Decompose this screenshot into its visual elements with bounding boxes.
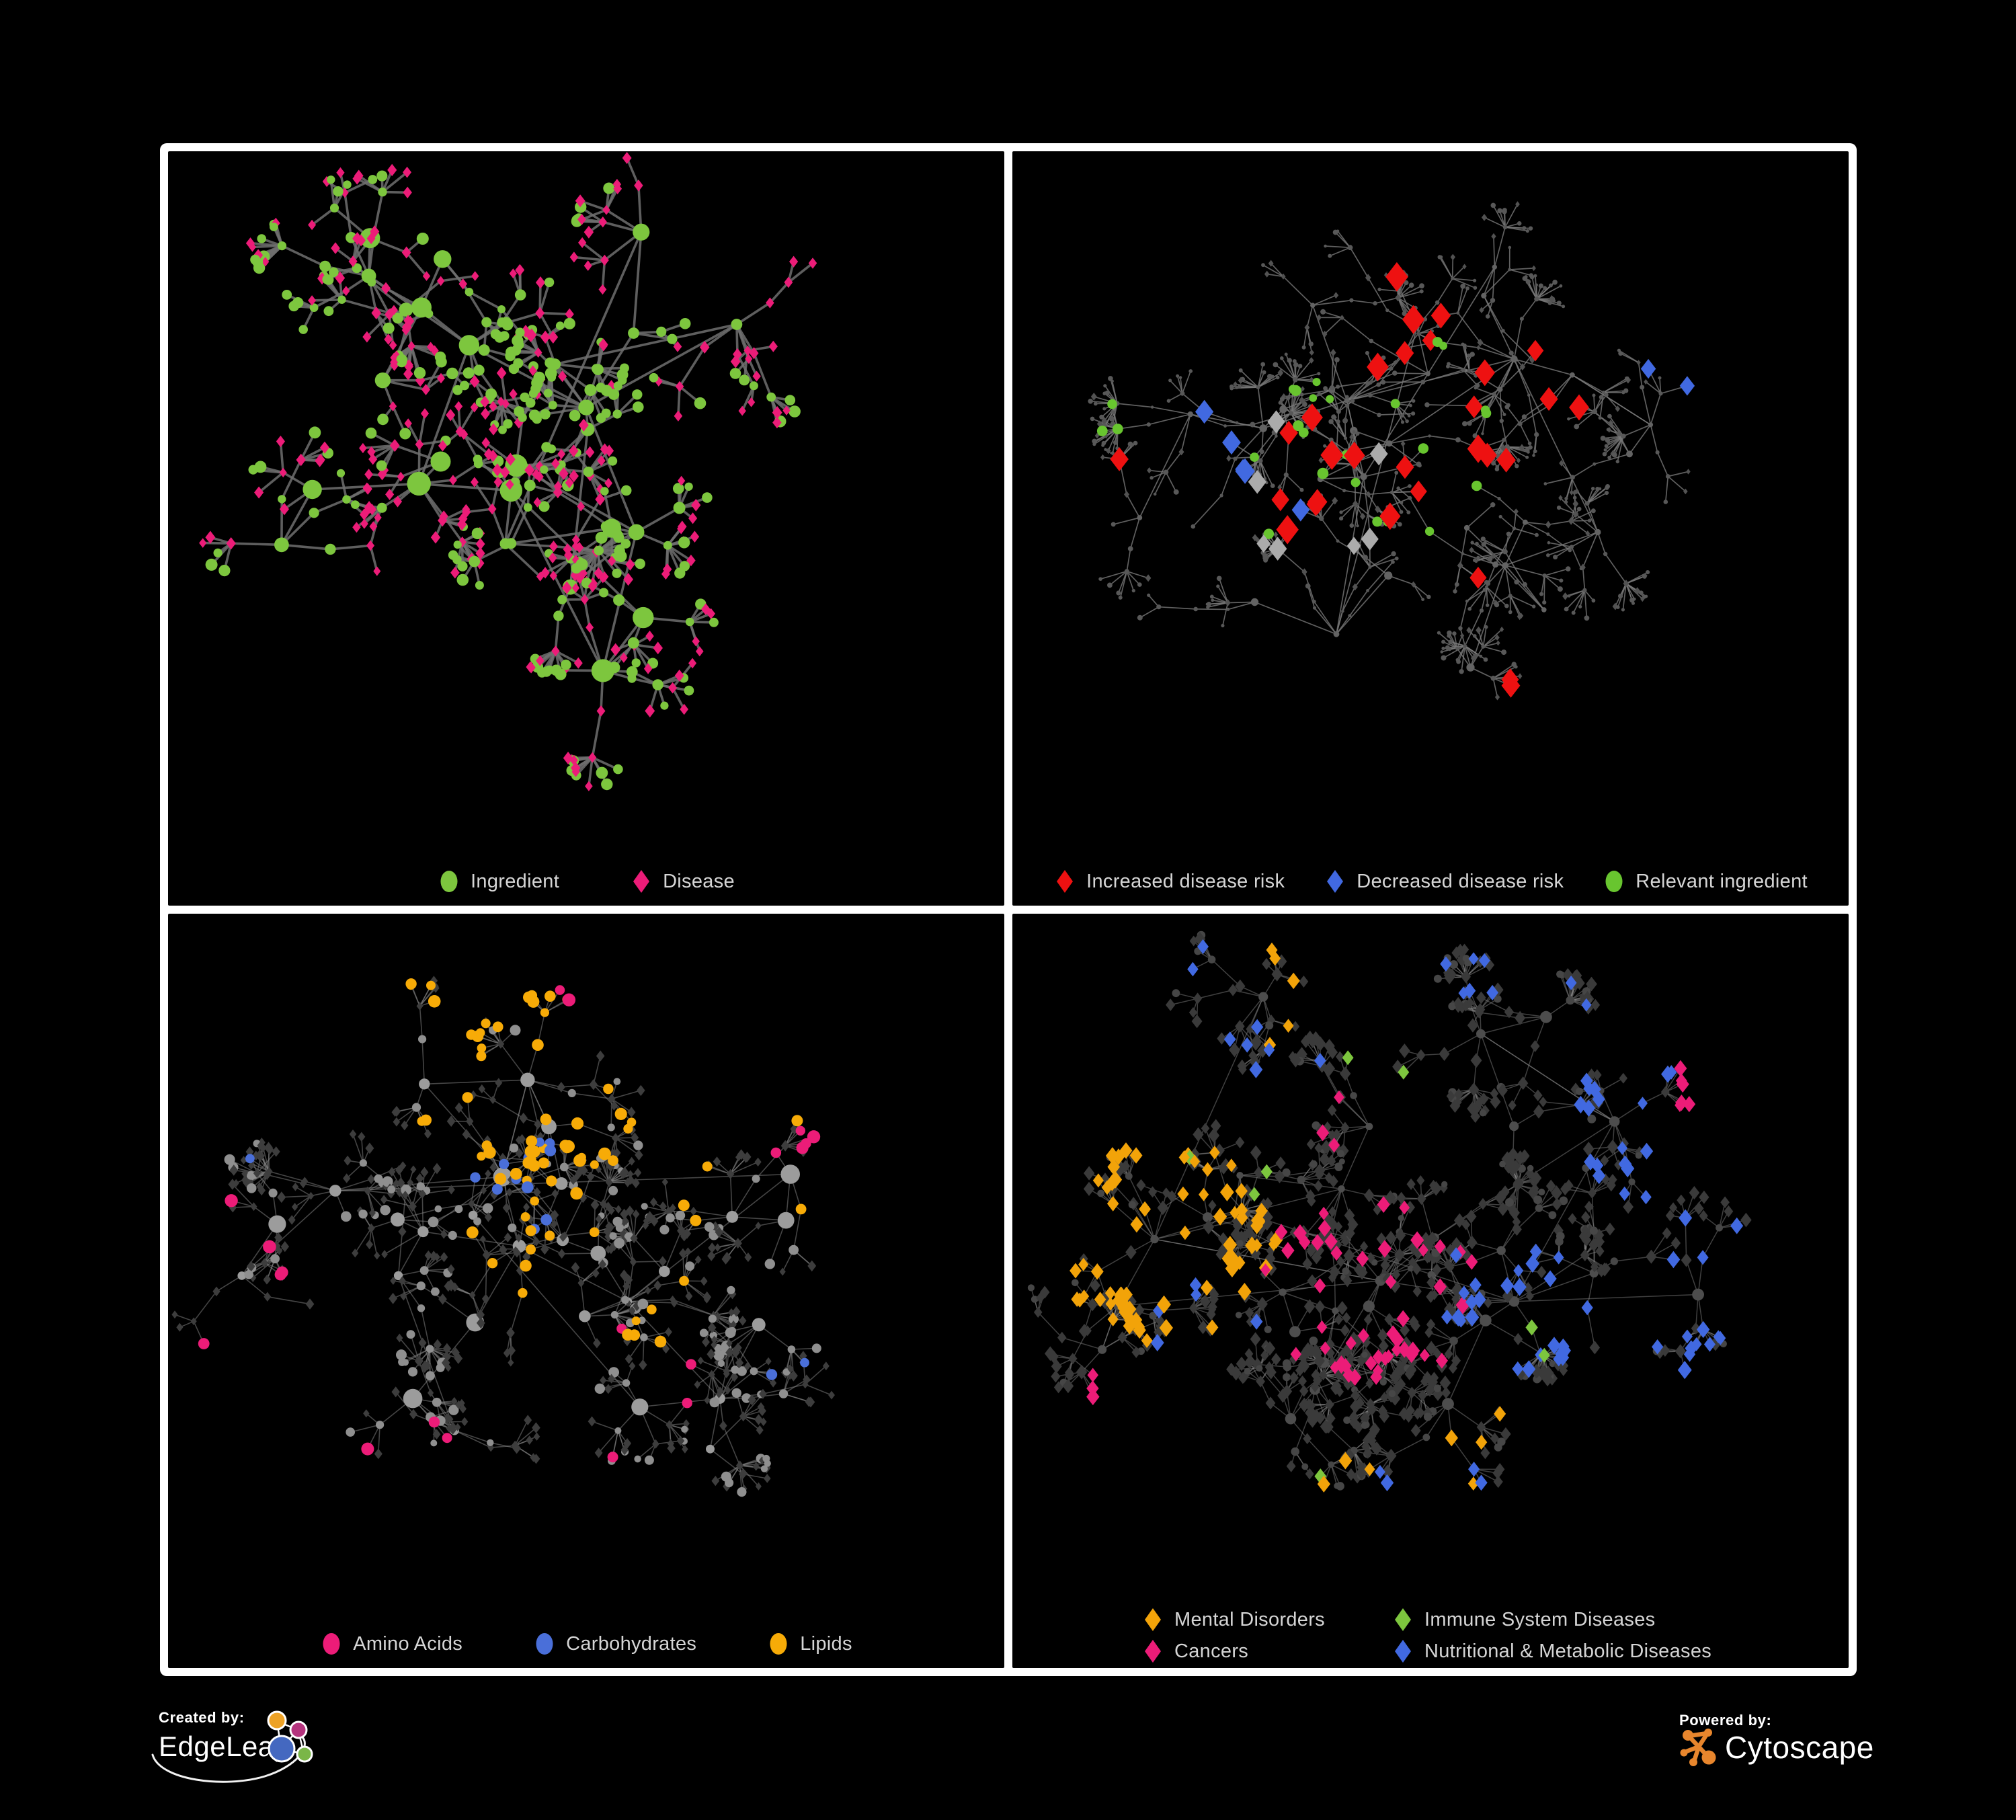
nodes-layer [171, 976, 835, 1497]
created-by-label: Created by: [159, 1709, 245, 1726]
ingredient-swatch-icon [440, 871, 458, 892]
legend-item-ingredient: Ingredient [438, 868, 559, 895]
cytoscape-network-icon [1680, 1729, 1716, 1766]
network-grid: Ingredient Disease Increased disease risk… [160, 143, 1857, 1676]
legend-label: Relevant ingredient [1636, 870, 1808, 892]
legend-label: Lipids [800, 1632, 852, 1655]
panel-nutrient-class: Amino Acids Carbohydrates Lipids [168, 914, 1004, 1668]
disease-category-legend: Mental Disorders Immune System Diseases Ca… [1012, 1606, 1849, 1668]
legend-label: Carbohydrates [566, 1632, 697, 1655]
legend-row: Ingredient Disease [168, 868, 1004, 895]
edges-layer [174, 980, 832, 1493]
legend-label: Disease [663, 870, 735, 892]
legend-item-mental-disorders: Mental Disorders [1141, 1606, 1392, 1633]
cytoscape-wordmark: Cytoscape [1725, 1730, 1874, 1765]
nodes-layer [1088, 201, 1695, 701]
nodes-layer [199, 152, 817, 791]
mental-disorders-swatch-icon [1145, 1608, 1161, 1631]
legend-row: Increased disease risk Decreased disease … [1012, 868, 1849, 895]
nodes-layer [1027, 931, 1752, 1493]
carbohydrates-swatch-icon [536, 1633, 553, 1655]
legend-label: Increased disease risk [1086, 870, 1285, 892]
increased-disease-risk-swatch-icon [1057, 870, 1074, 893]
legend-item-relevant-ingredient: Relevant ingredient [1603, 868, 1808, 895]
nutrient-class-legend: Amino Acids Carbohydrates Lipids [168, 1606, 1004, 1668]
legend-item-lipids: Lipids [767, 1630, 852, 1657]
panel-disease-category: Mental Disorders Immune System Diseases Ca… [1012, 914, 1849, 1668]
relevant-ingredient-swatch-icon [1605, 871, 1623, 892]
cytoscape-logo-row: Cytoscape [1679, 1727, 1874, 1768]
disease-risk-legend: Increased disease risk Decreased disease … [1012, 844, 1849, 906]
edges-layer [1031, 935, 1747, 1487]
legend-item-amino-acids: Amino Acids [320, 1630, 462, 1657]
legend-label: Cancers [1174, 1640, 1249, 1662]
legend-label: Mental Disorders [1174, 1608, 1325, 1630]
legend-label: Nutritional & Metabolic Diseases [1424, 1640, 1712, 1662]
legend-item-increased-disease-risk: Increased disease risk [1053, 868, 1285, 895]
legend-item-nutritional-metabolic-diseases: Nutritional & Metabolic Diseases [1392, 1638, 1711, 1665]
panel-ingredient-disease: Ingredient Disease [168, 151, 1004, 906]
decreased-disease-risk-swatch-icon [1327, 870, 1344, 893]
cytoscape-brand: Powered by: Cytoscape [1679, 1712, 1894, 1779]
panel-disease-risk: Increased disease risk Decreased disease … [1012, 151, 1849, 906]
amino-acids-swatch-icon [323, 1633, 340, 1655]
ingredient-disease-legend: Ingredient Disease [168, 844, 1004, 906]
edgeleap-wordmark: EdgeLeap [159, 1731, 290, 1762]
legend-item-immune-system-diseases: Immune System Diseases [1392, 1606, 1711, 1633]
disease-risk-network-svg [1088, 201, 1695, 701]
powered-by-label: Powered by: [1679, 1712, 1772, 1729]
legend-label: Amino Acids [353, 1632, 463, 1655]
legend-item-decreased-disease-risk: Decreased disease risk [1324, 868, 1564, 895]
disease-category-network-svg [1027, 931, 1752, 1493]
nutrient-class-network-svg [171, 976, 835, 1497]
disease-swatch-icon [633, 870, 650, 893]
edgeleap-brand: Created by: EdgeLeap [151, 1709, 374, 1796]
legend-grid: Mental Disorders Immune System Diseases Ca… [1012, 1606, 1849, 1665]
legend-item-cancers: Cancers [1141, 1638, 1392, 1665]
legend-item-disease: Disease [630, 868, 735, 895]
ingredient-disease-network-svg [199, 152, 817, 791]
legend-item-carbohydrates: Carbohydrates [533, 1630, 696, 1657]
immune-system-diseases-swatch-icon [1395, 1608, 1411, 1631]
legend-label: Immune System Diseases [1424, 1608, 1656, 1630]
nutritional-metabolic-diseases-swatch-icon [1395, 1640, 1411, 1663]
edgeleap-network-icon [267, 1710, 313, 1763]
cancers-swatch-icon [1145, 1640, 1161, 1663]
legend-row: Amino Acids Carbohydrates Lipids [168, 1630, 1004, 1657]
legend-label: Decreased disease risk [1357, 870, 1564, 892]
legend-label: Ingredient [471, 870, 560, 892]
lipids-swatch-icon [770, 1633, 787, 1655]
